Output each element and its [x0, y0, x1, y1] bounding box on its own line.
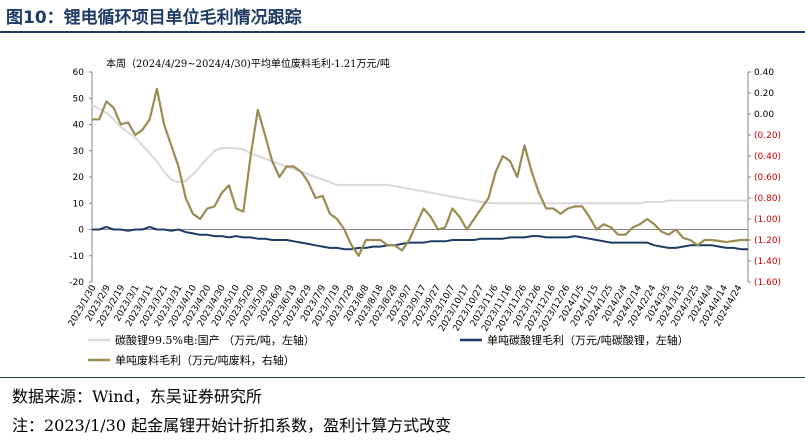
- footer-divider: [0, 377, 805, 378]
- right-axis-ticks: 0.40 0.20 0.00 (0.20) (0.40) (0.60) (0.80) (1.0…: [748, 68, 781, 288]
- right-tick-label: (0.20): [754, 131, 781, 141]
- right-tick-label: (0.60): [754, 173, 781, 183]
- right-tick-label: (1.60): [754, 278, 781, 288]
- right-tick-label: (0.40): [754, 152, 781, 162]
- right-tick-label: 0.20: [754, 89, 774, 99]
- title-divider: [0, 31, 805, 33]
- legend-label-3: 单吨废料毛利（万元/吨废料，右轴）: [115, 353, 295, 367]
- left-tick-label: 10: [73, 199, 85, 209]
- left-tick-label: -10: [69, 252, 84, 262]
- chart-annotation: 本周（2024/4/29~2024/4/30)平均单位废料毛利-1.21万元/吨: [106, 57, 390, 70]
- left-tick-label: 40: [73, 121, 85, 131]
- series-line-1: [91, 103, 748, 205]
- left-tick-label: 20: [73, 173, 85, 183]
- left-tick-label: 60: [73, 68, 85, 78]
- left-tick-label: 50: [73, 94, 85, 104]
- series-line-3: [92, 87, 748, 257]
- line-chart: 60 50 40 30 20 10 0 -10 -20 0.40 0.20 0.00 (0.20) (0…: [67, 57, 781, 367]
- legend-label-2: 单吨碳酸锂毛利（万元/吨碳酸锂，左轴）: [487, 333, 689, 347]
- right-tick-label: 0.40: [754, 68, 774, 78]
- left-axis-ticks: 60 50 40 30 20 10 0 -10 -20: [69, 68, 92, 288]
- right-tick-label: (1.20): [754, 236, 781, 246]
- left-tick-label: 30: [73, 147, 85, 157]
- right-tick-label: 0.00: [754, 110, 774, 120]
- chart-legend: 碳酸锂99.5%电:国产 （万元/吨，左轴） 单吨碳酸锂毛利（万元/吨碳酸锂，左轴…: [88, 333, 689, 367]
- right-tick-label: (0.80): [754, 194, 781, 204]
- right-tick-label: (1.40): [754, 257, 781, 267]
- source-note: 数据来源：Wind，东吴证券研究所: [12, 387, 262, 406]
- right-tick-label: (1.00): [754, 215, 781, 225]
- footnote: 注：2023/1/30 起金属锂开始计折扣系数，盈利计算方式改变: [12, 416, 452, 435]
- x-axis-ticks: 2023/1/302023/2/92023/2/192023/3/12023/3…: [67, 283, 745, 333]
- left-tick-label: 0: [78, 226, 84, 236]
- chart-series: [91, 87, 748, 257]
- series-line-2: [92, 225, 748, 251]
- legend-label-1: 碳酸锂99.5%电:国产 （万元/吨，左轴）: [115, 333, 315, 347]
- figure-title: 图10：锂电循环项目单位毛利情况跟踪: [6, 8, 302, 28]
- left-tick-label: -20: [69, 278, 84, 288]
